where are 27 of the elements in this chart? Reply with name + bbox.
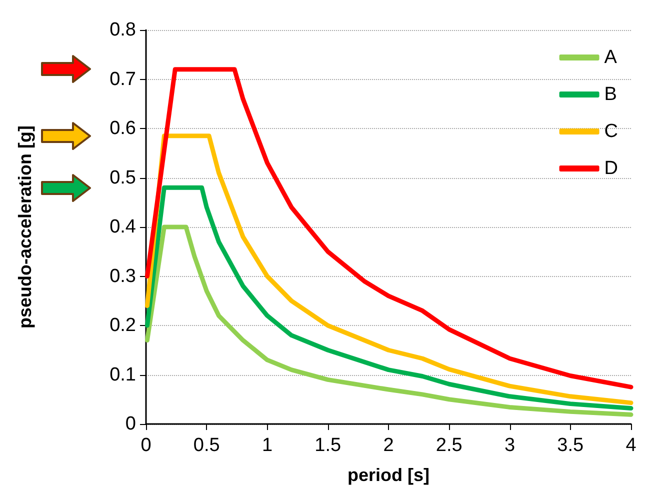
x-tick-label: 3 [504,435,516,456]
x-tick-label: 1.5 [314,435,342,456]
x-tick-label: 1 [262,435,273,456]
line-series [144,67,634,390]
x-tick-label: 0.5 [193,435,220,456]
legend-label: B [604,84,617,105]
x-tick-label: 0 [140,435,152,456]
x-tick-label: 4 [626,435,637,456]
legend-label: C [604,121,618,142]
line-series [144,185,634,410]
y-tick-label: 0 [125,414,136,434]
y-axis-title: pseudo-acceleration [g] [15,125,35,329]
x-tick-label: 2.5 [436,435,462,456]
y-tick-label: 0.4 [110,216,136,238]
y-tick-label: 0.1 [110,364,136,386]
y-tick-label: 0.7 [110,68,136,90]
y-tick-label: 0.2 [110,315,136,336]
legend-label: A [604,47,618,68]
x-axis-title: period [s] [347,465,430,485]
x-tick-label: 3.5 [557,435,584,456]
y-tick-label: 0.3 [110,266,136,287]
y-tick-label: 0.8 [110,20,136,40]
line-series [144,224,634,417]
y-tick-label: 0.6 [110,118,136,139]
legend-label: D [604,158,618,179]
x-tick-label: 2 [383,435,394,456]
y-tick-label: 0.5 [110,167,136,188]
